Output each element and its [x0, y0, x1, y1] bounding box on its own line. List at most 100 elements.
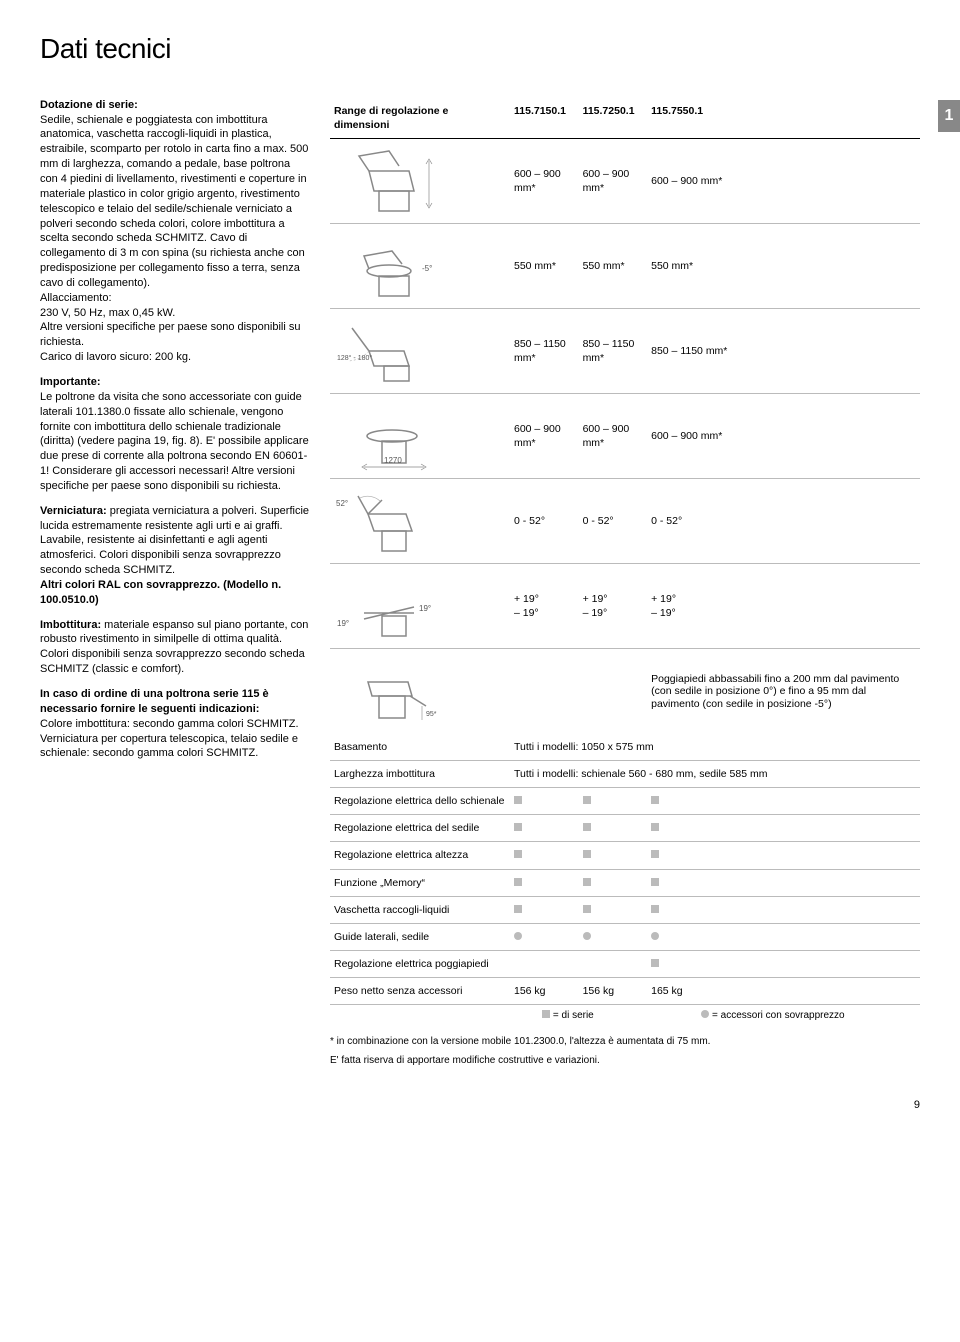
spec-label: Regolazione elettrica dello schienale	[330, 787, 510, 814]
altre-versioni-text: Altre versioni specifiche per paese sono…	[40, 321, 300, 348]
spec-mark	[579, 815, 648, 842]
spec-mark	[510, 815, 579, 842]
spec-mark	[510, 842, 579, 869]
spec-label: Basamento	[330, 734, 510, 761]
dotazione-body: Sedile, schienale e poggiatesta con imbo…	[40, 114, 308, 289]
spec-mark	[510, 951, 579, 978]
legend-table: = di serie = accessori con sovrapprezzo	[330, 1005, 920, 1029]
carico-text: Carico di lavoro sicuro: 200 kg.	[40, 351, 191, 363]
spec-label: Peso netto senza accessori	[330, 978, 510, 1005]
spec-row: Larghezza imbottituraTutti i modelli: sc…	[330, 760, 920, 787]
dimension-value: 0 - 52°	[510, 479, 579, 564]
diagram-cell	[330, 139, 510, 224]
right-column: Range di regolazione e dimensioni 115.71…	[330, 98, 920, 1068]
dimension-value: 600 – 900 mm*	[647, 394, 920, 479]
spec-row: BasamentoTutti i modelli: 1050 x 575 mm	[330, 734, 920, 761]
dimension-value: 600 – 900 mm*	[579, 139, 648, 224]
svg-text:128° - 180°: 128° - 180°	[337, 354, 372, 362]
dimension-value: 850 – 1150 mm*	[579, 309, 648, 394]
spec-row: Guide laterali, sedile	[330, 923, 920, 950]
spec-row: Regolazione elettrica del sedile	[330, 815, 920, 842]
svg-text:-5°: -5°	[422, 264, 432, 273]
dimension-value: 550 mm*	[510, 224, 579, 309]
page-tab: 1	[938, 100, 960, 132]
spec-row: Regolazione elettrica altezza	[330, 842, 920, 869]
dimension-value: 600 – 900 mm*	[579, 394, 648, 479]
footnote-2: E' fatta riserva di apportare modifiche …	[330, 1054, 920, 1068]
header-dimensions: Range di regolazione e dimensioni	[330, 98, 510, 139]
spec-mark	[579, 896, 648, 923]
spec-label: Vaschetta raccogli-liquidi	[330, 896, 510, 923]
footnote-1: * in combinazione con la versione mobile…	[330, 1035, 920, 1049]
spec-mark	[510, 787, 579, 814]
dimension-value: 600 – 900 mm*	[647, 139, 920, 224]
verniciatura-paragraph: Verniciatura: pregiata verniciatura a po…	[40, 504, 310, 608]
dimension-value: 0 - 52°	[647, 479, 920, 564]
dimension-value: 600 – 900 mm*	[510, 139, 579, 224]
content-columns: Dotazione di serie: Sedile, schienale e …	[40, 98, 920, 1068]
spec-mark	[579, 787, 648, 814]
dimension-value: 0 - 52°	[579, 479, 648, 564]
diagram-cell: 128° - 180°	[330, 309, 510, 394]
spec-row: Regolazione elettrica dello schienale	[330, 787, 920, 814]
dotazione-heading: Dotazione di serie:	[40, 99, 138, 111]
dimension-value: + 19°– 19°	[579, 564, 648, 649]
spec-label: Regolazione elettrica del sedile	[330, 815, 510, 842]
diagram-cell: -5°	[330, 224, 510, 309]
spec-row: Peso netto senza accessori156 kg156 kg16…	[330, 978, 920, 1005]
verniciatura-heading: Verniciatura:	[40, 505, 107, 517]
dimension-value: 550 mm*	[647, 224, 920, 309]
spec-mark	[647, 896, 920, 923]
spec-mark	[510, 896, 579, 923]
dimension-value: 550 mm*	[579, 224, 648, 309]
spec-value: 165 kg	[647, 978, 920, 1005]
dimension-row: 128° - 180°850 – 1150 mm*850 – 1150 mm*8…	[330, 309, 920, 394]
spec-mark	[647, 923, 920, 950]
spec-mark	[647, 787, 920, 814]
svg-text:95*: 95*	[426, 711, 437, 718]
dotazione-paragraph: Dotazione di serie: Sedile, schienale e …	[40, 98, 310, 365]
header-model-0: 115.7150.1	[510, 98, 579, 139]
altri-colori-text: Altri colori RAL con sovrapprezzo. (Mode…	[40, 579, 281, 606]
svg-text:52°: 52°	[336, 499, 348, 508]
spec-span-value: Tutti i modelli: 1050 x 575 mm	[510, 734, 920, 761]
dimension-row: 52°0 - 52°0 - 52°0 - 52°	[330, 479, 920, 564]
legend-circle: = accessori con sovrapprezzo	[626, 1005, 920, 1029]
svg-text:19°: 19°	[419, 604, 431, 613]
spec-value: 156 kg	[579, 978, 648, 1005]
dimension-row: 95* Poggiapiedi abbassabili fino a 200 mm…	[330, 649, 920, 734]
spec-mark	[647, 869, 920, 896]
footrest-note: Poggiapiedi abbassabili fino a 200 mm da…	[647, 649, 920, 734]
page-number: 9	[40, 1098, 920, 1113]
ordine-body: Colore imbottitura: secondo gamma colori…	[40, 718, 299, 760]
svg-text:1270: 1270	[384, 456, 402, 465]
imbottitura-heading: Imbottitura:	[40, 619, 101, 631]
dimension-row: 19°19°+ 19°– 19°+ 19°– 19°+ 19°– 19°	[330, 564, 920, 649]
spec-label: Regolazione elettrica poggiapiedi	[330, 951, 510, 978]
ordine-paragraph: In caso di ordine di una poltrona serie …	[40, 687, 310, 761]
header-model-2: 115.7550.1	[647, 98, 920, 139]
imbottitura-paragraph: Imbottitura: materiale espanso sul piano…	[40, 618, 310, 677]
importante-paragraph: Importante: Le poltrone da visita che so…	[40, 375, 310, 494]
dimension-value: + 19°– 19°	[510, 564, 579, 649]
dimension-value: 850 – 1150 mm*	[510, 309, 579, 394]
spec-table: Range di regolazione e dimensioni 115.71…	[330, 98, 920, 1006]
spec-mark	[579, 842, 648, 869]
diagram-cell: 1270	[330, 394, 510, 479]
dimension-value: 850 – 1150 mm*	[647, 309, 920, 394]
spec-label: Guide laterali, sedile	[330, 923, 510, 950]
spec-label: Funzione „Memory“	[330, 869, 510, 896]
importante-body: Le poltrone da visita che sono accessori…	[40, 391, 309, 492]
spec-mark	[579, 951, 648, 978]
spec-mark	[579, 923, 648, 950]
spec-mark	[510, 869, 579, 896]
spec-mark	[579, 869, 648, 896]
ordine-heading: In caso di ordine di una poltrona serie …	[40, 688, 269, 715]
spec-span-value: Tutti i modelli: schienale 560 - 680 mm,…	[510, 760, 920, 787]
spec-mark	[647, 951, 920, 978]
spec-label: Larghezza imbottitura	[330, 760, 510, 787]
diagram-cell: 52°	[330, 479, 510, 564]
spec-mark	[647, 842, 920, 869]
spec-row: Vaschetta raccogli-liquidi	[330, 896, 920, 923]
header-model-1: 115.7250.1	[579, 98, 648, 139]
